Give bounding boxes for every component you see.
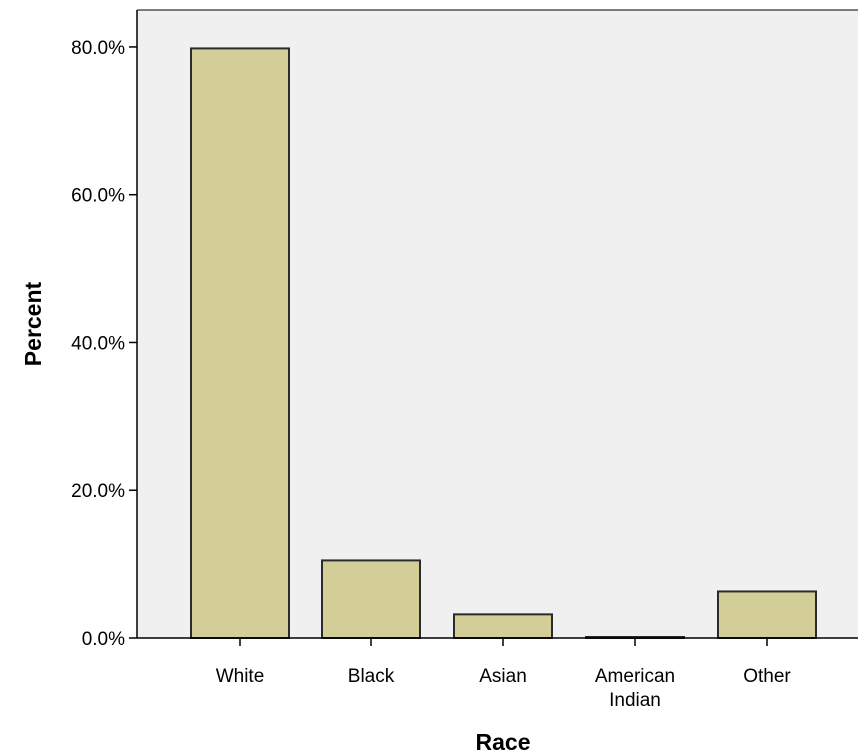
- y-axis-title: Percent: [20, 281, 46, 366]
- bar: [453, 613, 553, 640]
- y-tick-label: 0.0%: [82, 629, 125, 650]
- x-ticks-group: White Black Asian American Indian Other: [216, 638, 791, 711]
- bars-group: [190, 47, 817, 640]
- x-axis-title: Race: [476, 729, 531, 754]
- x-category-label: Other: [743, 666, 791, 687]
- x-category-label: American: [595, 666, 675, 687]
- x-category-label: Asian: [479, 666, 527, 687]
- y-tick-label: 40.0%: [71, 333, 125, 354]
- y-tick-label: 80.0%: [71, 38, 125, 59]
- x-category-label: Indian: [609, 690, 661, 711]
- bar: [321, 559, 421, 639]
- x-category-label: White: [216, 666, 265, 687]
- y-ticks-group: 0.0% 20.0% 40.0% 60.0% 80.0%: [71, 38, 137, 650]
- bar: [717, 590, 817, 639]
- y-tick-label: 20.0%: [71, 481, 125, 502]
- y-tick-label: 60.0%: [71, 186, 125, 207]
- bar: [190, 47, 290, 639]
- x-category-label: Black: [348, 666, 395, 687]
